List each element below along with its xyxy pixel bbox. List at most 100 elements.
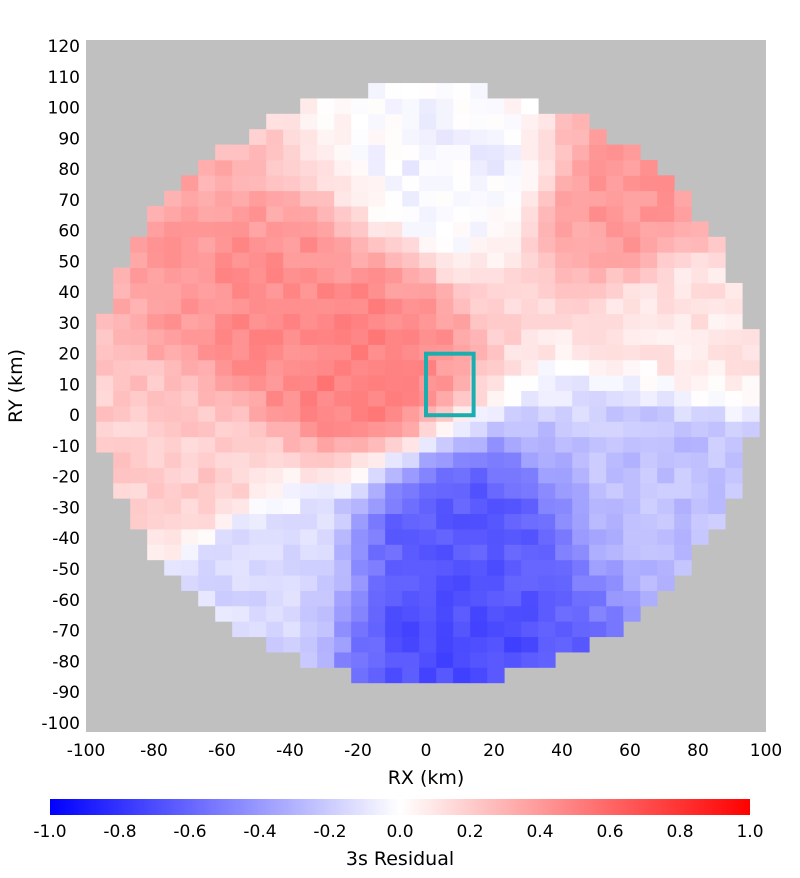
heatmap-cell (674, 405, 692, 422)
heatmap-cell (300, 313, 318, 330)
heatmap-cell (708, 267, 726, 284)
heatmap-cell (215, 144, 233, 161)
heatmap-cell (283, 113, 301, 130)
heatmap-cell (504, 344, 522, 361)
heatmap-cell (368, 590, 386, 607)
heatmap-cell (640, 190, 658, 207)
heatmap-cell (470, 513, 488, 530)
heatmap-cell (487, 267, 505, 284)
heatmap-cell (453, 98, 471, 115)
heatmap-cell (198, 313, 216, 330)
heatmap-cell (640, 498, 658, 515)
heatmap-cell (436, 621, 454, 638)
heatmap-cell (283, 375, 301, 392)
heatmap-cell (181, 329, 199, 345)
heatmap-cell (351, 652, 369, 668)
heatmap-cell (351, 667, 369, 684)
heatmap-cell (385, 298, 403, 315)
heatmap-cell (623, 467, 641, 484)
heatmap-cell (657, 252, 675, 268)
heatmap-cell (623, 267, 641, 284)
heatmap-cell (657, 513, 675, 530)
heatmap-cell (521, 636, 539, 653)
heatmap-cell (640, 359, 658, 376)
heatmap-cell (113, 405, 131, 422)
heatmap-cell (691, 313, 709, 330)
heatmap-cell (232, 405, 250, 422)
heatmap-cell (572, 621, 590, 638)
y-tick-label: -50 (52, 560, 80, 580)
x-tick-label: -20 (344, 741, 372, 761)
heatmap-cell (402, 621, 420, 638)
heatmap-cell (266, 252, 284, 268)
heatmap-cell (521, 359, 539, 376)
heatmap-cell (419, 513, 437, 530)
heatmap-cell (606, 467, 624, 484)
heatmap-cell (385, 467, 403, 484)
heatmap-cell (351, 329, 369, 345)
heatmap-cell (266, 236, 284, 253)
heatmap-cell (385, 390, 403, 407)
heatmap-cell (504, 282, 522, 299)
heatmap-cell (368, 575, 386, 591)
y-tick-label: -40 (52, 529, 80, 549)
heatmap-cell (351, 282, 369, 299)
heatmap-cell (385, 559, 403, 576)
heatmap-cell (606, 559, 624, 576)
heatmap-cell (504, 529, 522, 545)
heatmap-cell (368, 282, 386, 299)
heatmap-cell (572, 313, 590, 330)
heatmap-cell (657, 575, 675, 591)
heatmap-cell (249, 236, 267, 253)
heatmap-cell (351, 559, 369, 576)
heatmap-cell (113, 436, 131, 453)
heatmap-cell (181, 267, 199, 284)
heatmap-cell (232, 206, 250, 222)
heatmap-cell (606, 390, 624, 407)
heatmap-cell (300, 467, 318, 484)
heatmap-cell (691, 236, 709, 253)
heatmap-cell (708, 236, 726, 253)
heatmap-cell (385, 452, 403, 468)
heatmap-cell (606, 329, 624, 345)
heatmap-cell (317, 175, 335, 192)
heatmap-cell (538, 252, 556, 268)
heatmap-cell (232, 498, 250, 515)
heatmap-cell (130, 344, 148, 361)
heatmap-cell (640, 529, 658, 545)
heatmap-cell (470, 621, 488, 638)
heatmap-cell (113, 375, 131, 392)
heatmap-cell (589, 190, 607, 207)
heatmap-cell (436, 252, 454, 268)
heatmap-cell (334, 559, 352, 576)
heatmap-cell (368, 498, 386, 515)
heatmap-cell (351, 298, 369, 315)
heatmap-cell (300, 605, 318, 622)
heatmap-cell (266, 621, 284, 638)
heatmap-cell (640, 375, 658, 392)
heatmap-cell (606, 452, 624, 468)
heatmap-cell (164, 375, 182, 392)
heatmap-cell (589, 159, 607, 176)
heatmap-cell (215, 375, 233, 392)
heatmap-cell (470, 236, 488, 253)
heatmap-cell (589, 529, 607, 545)
heatmap-cell (96, 390, 114, 407)
heatmap-cell (572, 452, 590, 468)
heatmap-cell (300, 375, 318, 392)
heatmap-cell (453, 436, 471, 453)
heatmap-cell (521, 467, 539, 484)
heatmap-cell (96, 421, 114, 438)
heatmap-cell (657, 375, 675, 392)
heatmap-cell (215, 206, 233, 222)
heatmap-cell (453, 159, 471, 176)
heatmap-cell (538, 436, 556, 453)
heatmap-cell (572, 129, 590, 145)
heatmap-cell (215, 221, 233, 238)
heatmap-cell (606, 175, 624, 192)
heatmap-cell (623, 221, 641, 238)
heatmap-cell (674, 359, 692, 376)
heatmap-cell (572, 175, 590, 192)
heatmap-cell (130, 482, 148, 499)
heatmap-cell (181, 482, 199, 499)
